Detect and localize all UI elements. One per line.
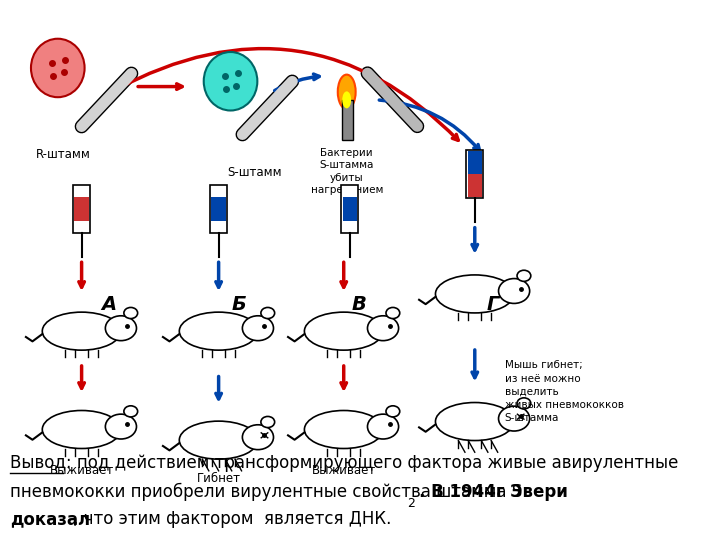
FancyBboxPatch shape bbox=[210, 185, 227, 233]
Ellipse shape bbox=[243, 316, 274, 341]
Ellipse shape bbox=[42, 410, 121, 449]
Text: S-штамм: S-штамм bbox=[227, 166, 282, 179]
Ellipse shape bbox=[124, 307, 138, 319]
Ellipse shape bbox=[124, 406, 138, 417]
Text: , что этим фактором  является ДНК.: , что этим фактором является ДНК. bbox=[73, 510, 391, 528]
Text: Выживает: Выживает bbox=[50, 464, 114, 477]
Ellipse shape bbox=[305, 312, 383, 350]
Ellipse shape bbox=[261, 307, 274, 319]
Text: пневмококки приобрели вирулентные свойства штамма S: пневмококки приобрели вирулентные свойст… bbox=[10, 483, 523, 501]
FancyBboxPatch shape bbox=[212, 197, 226, 221]
Ellipse shape bbox=[179, 421, 258, 459]
Text: 2: 2 bbox=[407, 497, 415, 510]
Ellipse shape bbox=[105, 414, 137, 439]
FancyBboxPatch shape bbox=[74, 197, 89, 221]
FancyBboxPatch shape bbox=[343, 197, 357, 221]
Text: . В 1944г Эвери: . В 1944г Эвери bbox=[419, 483, 568, 501]
Text: доказал: доказал bbox=[10, 510, 90, 528]
Ellipse shape bbox=[367, 316, 399, 341]
Ellipse shape bbox=[436, 275, 514, 313]
Ellipse shape bbox=[386, 307, 400, 319]
FancyBboxPatch shape bbox=[73, 185, 90, 233]
Ellipse shape bbox=[261, 416, 274, 428]
Text: Б: Б bbox=[232, 295, 247, 314]
Text: В: В bbox=[351, 295, 366, 314]
Ellipse shape bbox=[305, 410, 383, 449]
FancyBboxPatch shape bbox=[467, 151, 482, 174]
FancyBboxPatch shape bbox=[467, 174, 482, 197]
Ellipse shape bbox=[342, 91, 351, 109]
Ellipse shape bbox=[338, 75, 356, 109]
Text: А: А bbox=[101, 295, 116, 314]
Text: Бактерии
S-штамма
убиты
нагреванием: Бактерии S-штамма убиты нагреванием bbox=[310, 148, 383, 195]
Ellipse shape bbox=[105, 316, 137, 341]
Ellipse shape bbox=[367, 414, 399, 439]
FancyBboxPatch shape bbox=[342, 100, 353, 140]
FancyBboxPatch shape bbox=[467, 150, 483, 198]
Text: R-штамм: R-штамм bbox=[36, 148, 91, 161]
Ellipse shape bbox=[517, 398, 531, 409]
Ellipse shape bbox=[31, 39, 84, 97]
Text: Мышь гибнет;
из неё можно
выделить
живых пневмококков
S-штамма: Мышь гибнет; из неё можно выделить живых… bbox=[505, 360, 624, 423]
Ellipse shape bbox=[498, 406, 530, 431]
Ellipse shape bbox=[386, 406, 400, 417]
Text: Гибнет: Гибнет bbox=[197, 472, 240, 485]
Ellipse shape bbox=[436, 402, 514, 441]
Ellipse shape bbox=[42, 312, 121, 350]
Text: Выживает: Выживает bbox=[312, 464, 376, 477]
Ellipse shape bbox=[498, 279, 530, 303]
Ellipse shape bbox=[204, 52, 257, 111]
Text: Г: Г bbox=[487, 295, 499, 314]
FancyBboxPatch shape bbox=[341, 185, 358, 233]
Text: Вывод: под действием трансформирующего фактора живые авирулентные: Вывод: под действием трансформирующего ф… bbox=[10, 454, 678, 472]
Ellipse shape bbox=[517, 270, 531, 281]
Ellipse shape bbox=[243, 425, 274, 450]
Ellipse shape bbox=[179, 312, 258, 350]
